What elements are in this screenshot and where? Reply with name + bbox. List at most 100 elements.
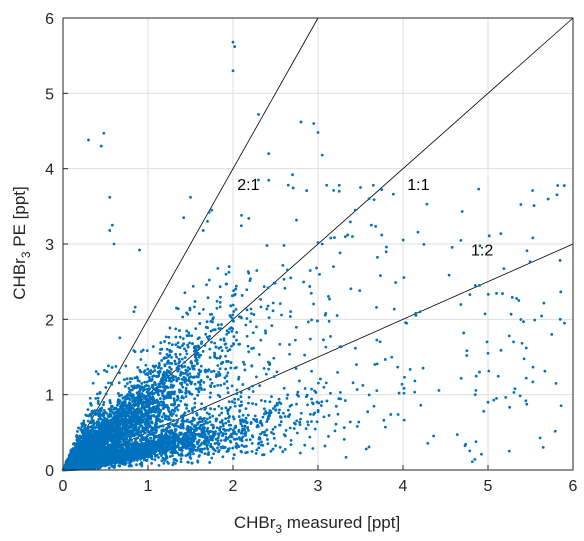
data-point (232, 417, 236, 421)
data-point (193, 401, 197, 405)
data-point (140, 461, 143, 464)
data-point (122, 422, 126, 425)
data-point (224, 438, 228, 442)
data-point (228, 348, 232, 352)
data-point (189, 433, 192, 437)
data-point (179, 448, 183, 452)
data-point (193, 300, 197, 303)
data-point (197, 368, 201, 372)
data-point (135, 431, 138, 434)
data-point (116, 440, 120, 444)
data-point (227, 270, 231, 274)
data-point (192, 428, 196, 432)
data-point (171, 374, 175, 378)
data-point (164, 335, 168, 339)
data-point (161, 419, 164, 423)
data-point (402, 391, 406, 395)
data-point (161, 444, 164, 448)
data-point (155, 425, 159, 429)
data-point (217, 450, 220, 454)
data-point (173, 406, 177, 410)
data-point (229, 326, 233, 330)
data-point (250, 434, 254, 437)
data-point (245, 308, 249, 312)
data-point (137, 422, 141, 425)
data-point (220, 323, 223, 326)
data-point (280, 313, 283, 317)
data-point (162, 356, 166, 360)
data-point (167, 444, 171, 448)
data-point (349, 287, 353, 291)
data-point (219, 295, 222, 299)
data-point (136, 405, 140, 408)
data-point (213, 384, 216, 388)
data-point (248, 438, 252, 442)
data-point (250, 441, 254, 445)
data-point (278, 401, 281, 404)
data-point (272, 436, 276, 440)
data-point (121, 396, 125, 400)
data-point (127, 411, 131, 414)
data-point (246, 413, 250, 417)
data-point (213, 407, 217, 411)
data-point (162, 370, 166, 374)
data-point (283, 415, 287, 418)
data-point (218, 427, 222, 430)
data-point (186, 345, 190, 349)
data-point (175, 355, 178, 359)
data-point (164, 437, 168, 441)
data-point (128, 421, 132, 425)
data-point (152, 409, 155, 412)
data-point (192, 431, 196, 435)
data-point (251, 402, 254, 405)
data-point (240, 439, 244, 443)
data-point (273, 425, 277, 429)
data-point (229, 423, 233, 427)
data-point (135, 375, 139, 379)
data-point (200, 402, 204, 406)
data-point (116, 434, 120, 438)
data-point (188, 455, 192, 459)
data-point (203, 433, 207, 436)
data-point (162, 381, 166, 385)
data-point (334, 404, 338, 408)
data-point (289, 443, 293, 447)
data-point (184, 391, 188, 395)
data-point (255, 448, 259, 452)
data-point (187, 440, 191, 444)
data-point (237, 415, 241, 418)
data-point (141, 453, 145, 456)
data-point (136, 366, 140, 369)
data-point (140, 437, 144, 441)
data-point (219, 338, 223, 342)
data-point (129, 431, 133, 435)
data-point (265, 433, 269, 437)
data-point (207, 451, 211, 454)
data-point (159, 438, 163, 441)
data-point (138, 430, 142, 434)
data-point (251, 331, 255, 335)
data-point (102, 430, 106, 433)
data-point (151, 364, 155, 368)
data-point (124, 452, 127, 456)
data-point (225, 329, 229, 333)
data-point (247, 429, 250, 432)
data-point (210, 381, 214, 385)
data-point (217, 404, 221, 408)
data-point (162, 412, 166, 415)
data-point (130, 429, 133, 433)
data-point (199, 447, 203, 451)
data-point (118, 458, 121, 462)
data-point (165, 369, 169, 372)
data-point (111, 420, 115, 423)
data-point (148, 410, 152, 414)
data-point (196, 388, 200, 392)
data-point (226, 349, 230, 353)
data-point (147, 418, 150, 422)
data-point (308, 285, 312, 288)
data-point (207, 441, 210, 444)
data-point (250, 364, 254, 368)
data-point (202, 381, 206, 384)
data-point (104, 457, 108, 460)
data-point (176, 341, 180, 345)
